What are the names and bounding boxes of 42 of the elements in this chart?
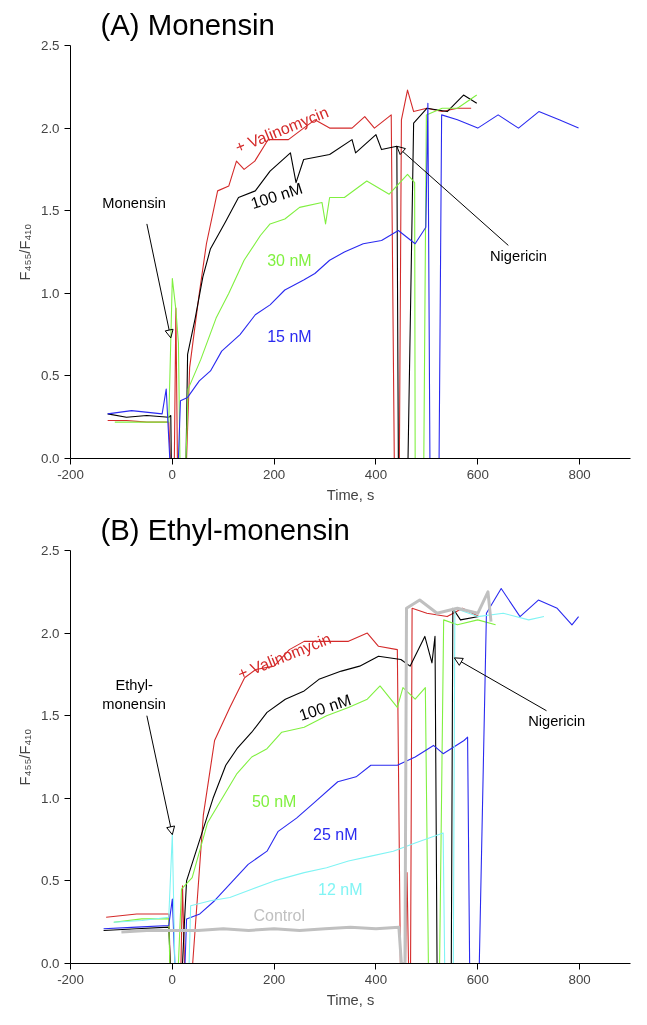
y-tick-label: 2.0 <box>40 120 60 136</box>
y-tick-label: 2.0 <box>40 625 60 641</box>
chart-title: (A) Monensin <box>100 7 275 41</box>
y-tick-label: 1.5 <box>40 203 60 219</box>
y-tick-label: 2.5 <box>40 38 60 53</box>
y-tick-label: 1.0 <box>40 285 60 301</box>
y-axis-title: F₄₅₅/F₄₁₀ <box>16 223 33 281</box>
x-tick-label: 200 <box>263 971 286 987</box>
series-label: Control <box>253 907 306 925</box>
y-tick-label: 2.5 <box>40 543 60 558</box>
y-axis-title: F₄₅₅/F₄₁₀ <box>16 728 33 786</box>
x-tick-label: 800 <box>568 466 591 482</box>
text: 100 nM <box>248 179 305 213</box>
x-tick-label: 800 <box>568 971 591 987</box>
y-tick-label: 0.0 <box>40 451 60 466</box>
x-tick-label: 600 <box>466 971 489 987</box>
annotation: Nigericin <box>489 247 548 264</box>
series-label: 15 nM <box>267 327 312 345</box>
annotation: Ethyl- monensin <box>102 677 166 713</box>
series-label: 50 nM <box>251 793 297 811</box>
x-tick-label: 200 <box>263 466 286 482</box>
x-axis-title: Time, s <box>326 486 375 503</box>
x-tick-label: 600 <box>466 466 489 482</box>
annotation: Monensin <box>102 194 166 211</box>
chart-title: (B) Ethyl-monensin <box>100 512 350 546</box>
text: 100 nM <box>297 691 354 724</box>
x-tick-label: 400 <box>364 971 388 987</box>
x-tick-label: -200 <box>57 466 84 482</box>
y-tick-label: 0.5 <box>40 873 60 889</box>
y-tick-label: 0.5 <box>40 368 60 384</box>
series-label: 12 nM <box>318 880 363 898</box>
x-tick-label: -200 <box>57 971 84 987</box>
y-tick-label: 0.0 <box>40 956 60 971</box>
x-tick-label: 0 <box>168 971 177 987</box>
x-axis-title: Time, s <box>326 991 375 1008</box>
series-label: 25 nM <box>312 826 358 844</box>
series-label: 30 nM <box>267 251 312 269</box>
x-tick-label: 0 <box>168 466 177 482</box>
y-tick-label: 1.5 <box>40 708 60 724</box>
annotation: Nigericin <box>528 712 586 729</box>
x-tick-label: 400 <box>364 466 388 482</box>
y-tick-label: 1.0 <box>40 790 60 806</box>
